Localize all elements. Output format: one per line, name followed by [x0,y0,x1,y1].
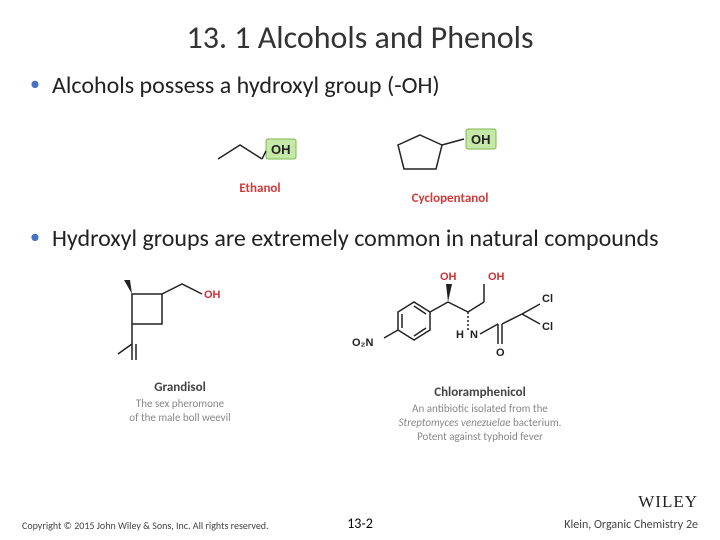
bullet-marker: • [30,224,40,250]
cl1-label: Cl [542,293,553,305]
grandisol-svg: OH [100,266,260,376]
grandisol-desc: The sex pheromone of the male boll weevi… [129,397,230,425]
slide-title: 13. 1 Alcohols and Phenols [0,0,720,67]
ethanol-svg: OH [200,117,320,177]
oh-label: OH [271,142,291,157]
oh1-label: OH [440,271,457,283]
chloramphenicol-desc: An antibiotic isolated from the Streptom… [399,402,562,443]
bullet-1: • Alcohols possess a hydroxyl group (-OH… [0,67,720,107]
copyright-text: Copyright © 2015 John Wiley & Sons, Inc.… [22,519,269,532]
grandisol-structure: OH Grandisol The sex pheromone of the ma… [100,266,260,443]
cyclopentanol-name: Cyclopentanol [412,191,489,206]
ethanol-name: Ethanol [239,181,280,196]
oh-label: OH [471,132,491,147]
textbook-ref: Klein, Organic Chemistry 2e [564,518,698,532]
wiley-logo: WILEY [638,492,698,512]
figure-row-1: OH Ethanol OH Cyclopentanol [0,107,720,220]
bullet-1-text: Alcohols possess a hydroxyl group (-OH) [52,71,440,101]
figure-row-2: OH Grandisol The sex pheromone of the ma… [0,260,720,443]
chloramphenicol-svg: O₂N OH OH H N O Cl [340,266,620,381]
bullet-marker: • [30,71,40,97]
oh2-label: OH [488,271,505,283]
grandisol-name: Grandisol [154,380,206,395]
h-label: H [456,329,464,341]
page-number: 13-2 [347,515,373,532]
bullet-2-text: Hydroxyl groups are extremely common in … [52,224,659,254]
n-label: N [470,329,478,341]
o-label: O [496,347,505,359]
cyclopentanol-structure: OH Cyclopentanol [380,117,520,206]
chloramphenicol-structure: O₂N OH OH H N O Cl [340,266,620,443]
o2n-label: O₂N [352,337,373,349]
ethanol-structure: OH Ethanol [200,117,320,206]
oh-label: OH [204,289,221,301]
cl2-label: Cl [542,321,553,333]
cyclopentanol-svg: OH [380,117,520,187]
bullet-2: • Hydroxyl groups are extremely common i… [0,220,720,260]
chloramphenicol-name: Chloramphenicol [434,385,526,400]
